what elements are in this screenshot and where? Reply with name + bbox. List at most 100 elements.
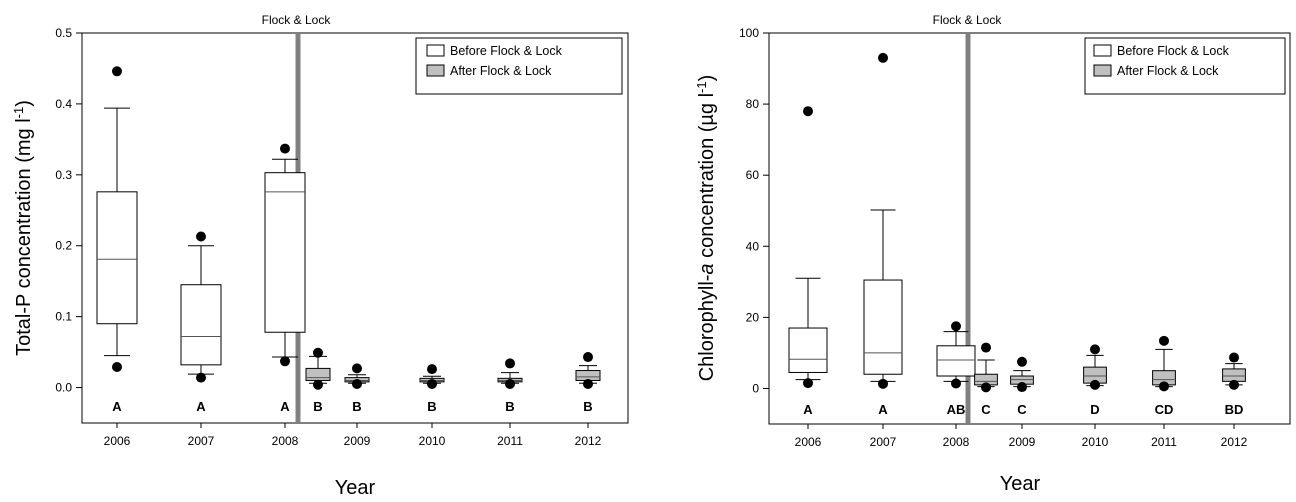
x-tick-label: 2006 bbox=[795, 435, 822, 449]
legend-swatch-after bbox=[1093, 64, 1112, 77]
x-tick-label: 2007 bbox=[870, 435, 897, 449]
outlier-point bbox=[313, 379, 323, 390]
outlier-point bbox=[951, 321, 961, 332]
significance-letter: B bbox=[313, 399, 322, 414]
x-tick-label: 2008 bbox=[943, 435, 970, 449]
event-label: Flock & Lock bbox=[262, 13, 332, 27]
box-2006-before bbox=[788, 106, 828, 389]
y-tick-label: 0.4 bbox=[55, 97, 72, 111]
y-tick-label: 40 bbox=[746, 239, 760, 253]
box-series bbox=[96, 66, 601, 390]
box-iqr bbox=[96, 191, 138, 325]
outlier-point bbox=[1090, 379, 1100, 390]
y-axis: 0.0 0.1 0.2 0.3 0.4 0.5 bbox=[55, 26, 82, 395]
y-axis: 0 20 40 60 80 100 bbox=[739, 26, 769, 395]
chlorophyll-a-chart: 0 20 40 60 80 100 2006 2007 2008 2009 2010 2011 201… bbox=[694, 13, 1291, 495]
outlier-point bbox=[1229, 352, 1239, 363]
box-2008-before bbox=[936, 321, 976, 389]
outlier-point bbox=[583, 379, 593, 389]
box-2012-after bbox=[1222, 352, 1246, 390]
box-after-2008-after bbox=[305, 347, 331, 390]
outlier-point bbox=[352, 379, 362, 389]
outlier-point bbox=[427, 364, 437, 375]
y-tick-label: 20 bbox=[746, 310, 760, 324]
x-tick-label: 2012 bbox=[575, 434, 602, 448]
x-axis-label: Year bbox=[1000, 473, 1041, 495]
significance-letter: A bbox=[280, 399, 290, 414]
outlier-point bbox=[803, 378, 813, 389]
significance-letter: AB bbox=[947, 402, 966, 417]
significance-letter: C bbox=[981, 402, 991, 417]
significance-letter: A bbox=[803, 402, 813, 417]
outlier-point bbox=[803, 106, 813, 117]
x-tick-label: 2010 bbox=[1082, 435, 1109, 449]
box-2011-after bbox=[1152, 335, 1176, 392]
legend-swatch-before bbox=[426, 44, 445, 57]
box-iqr bbox=[264, 172, 306, 333]
legend-swatch-before bbox=[1093, 44, 1112, 57]
legend-label-before: Before Flock & Lock bbox=[1117, 44, 1230, 58]
x-tick-label: 2009 bbox=[1009, 435, 1036, 449]
box-iqr bbox=[575, 370, 601, 381]
legend-frame bbox=[1084, 37, 1286, 95]
outlier-point bbox=[981, 382, 991, 393]
y-tick-label: 0.1 bbox=[55, 310, 72, 324]
legend-label-after: After Flock & Lock bbox=[1117, 64, 1219, 78]
outlier-point bbox=[878, 378, 888, 389]
outlier-point bbox=[196, 231, 206, 242]
box-2012-after bbox=[575, 352, 601, 389]
box-series bbox=[788, 52, 1246, 393]
box-iqr bbox=[305, 367, 331, 381]
x-axis: 2006 2007 2008 2009 2010 2011 2012 bbox=[795, 424, 1248, 449]
outlier-point bbox=[1090, 344, 1100, 355]
y-tick-label: 100 bbox=[739, 26, 759, 40]
x-tick-label: 2006 bbox=[104, 434, 131, 448]
significance-letter: C bbox=[1017, 402, 1027, 417]
outlier-point bbox=[280, 356, 290, 367]
box-2007-before bbox=[180, 231, 222, 383]
box-2009-after bbox=[1010, 356, 1034, 393]
outlier-point bbox=[1017, 382, 1027, 393]
total-p-chart: 0.00.10.20.30.40.5 2006 2007 2008 2009 2010 2… bbox=[11, 13, 629, 499]
box-iqr bbox=[936, 345, 976, 377]
x-tick-label: 2011 bbox=[1151, 435, 1177, 449]
significance-letter: CD bbox=[1155, 402, 1174, 417]
y-tick-label: 0.5 bbox=[55, 26, 72, 40]
outlier-point bbox=[981, 342, 991, 353]
significance-letter: B bbox=[583, 399, 592, 414]
outlier-point bbox=[280, 143, 290, 154]
box-2011-after bbox=[497, 358, 523, 389]
box-iqr bbox=[863, 279, 903, 375]
significance-letter: A bbox=[112, 399, 122, 414]
legend: Before Flock & Lock After Flock & Lock bbox=[415, 37, 623, 95]
x-axis: 2006 2007 2008 2009 2010 2011 2012 bbox=[104, 423, 602, 448]
event-marker bbox=[965, 33, 971, 424]
outlier-point bbox=[505, 358, 515, 369]
y-tick-label: 60 bbox=[746, 168, 760, 182]
outlier-point bbox=[313, 347, 323, 358]
outlier-point bbox=[505, 379, 515, 389]
event-line bbox=[965, 33, 971, 424]
outlier-point bbox=[112, 361, 122, 372]
legend-label-before: Before Flock & Lock bbox=[450, 44, 563, 58]
y-axis-label: Total-P concentration (mg l-1) bbox=[11, 100, 35, 356]
box-2010-after bbox=[419, 364, 445, 389]
box-iqr bbox=[1222, 368, 1246, 382]
significance-letter: BD bbox=[1225, 402, 1244, 417]
y-tick-label: 0 bbox=[752, 381, 759, 395]
x-tick-label: 2012 bbox=[1221, 435, 1248, 449]
x-axis-label: Year bbox=[335, 477, 376, 499]
outlier-point bbox=[951, 378, 961, 389]
event-label: Flock & Lock bbox=[933, 13, 1003, 27]
box-iqr bbox=[788, 327, 828, 373]
outlier-point bbox=[878, 52, 888, 63]
significance-letter: A bbox=[196, 399, 206, 414]
outlier-point bbox=[1159, 381, 1169, 392]
significance-letter: A bbox=[878, 402, 888, 417]
outlier-point bbox=[1159, 335, 1169, 346]
outlier-point bbox=[1229, 379, 1239, 390]
x-tick-label: 2010 bbox=[419, 434, 446, 448]
significance-letter: D bbox=[1090, 402, 1099, 417]
